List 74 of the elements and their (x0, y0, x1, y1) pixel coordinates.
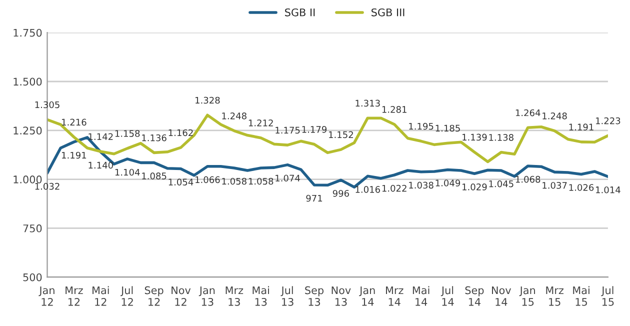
data-label: 1.162 (168, 129, 193, 136)
data-label: 1.158 (115, 130, 140, 137)
data-label: 1.045 (489, 180, 514, 188)
x-tick-label: Jul 13 (280, 286, 294, 306)
data-label: 1.104 (115, 168, 140, 176)
x-tick-label: Mai 15 (573, 286, 590, 306)
legend-label: SGB III (372, 8, 404, 16)
x-tick-label: Sep 13 (305, 286, 324, 306)
data-label: 1.022 (382, 184, 406, 192)
data-label: 1.032 (35, 182, 60, 190)
data-label: 1.068 (516, 176, 540, 183)
data-label: 1.037 (542, 182, 567, 189)
data-label: 1.140 (88, 162, 113, 169)
data-label: 1.054 (168, 178, 194, 186)
x-tick-label: Mai 14 (412, 286, 430, 306)
x-tick-label: Mrz 15 (546, 286, 564, 306)
data-label: 1.305 (35, 101, 60, 108)
x-tick-label: Mrz 12 (66, 286, 83, 306)
x-tick-label: Jan 12 (38, 286, 54, 306)
x-tick-label: Jul 15 (601, 286, 614, 306)
x-tick-label: Jul 12 (120, 286, 133, 306)
legend-label: SGB II (285, 8, 315, 16)
x-tick-label: Jan 13 (198, 286, 215, 306)
x-tick-label: Sep 12 (144, 286, 164, 306)
x-tick-label: Jul 14 (440, 286, 454, 306)
data-label: 1.029 (462, 184, 487, 190)
x-tick-label: Jan 14 (359, 286, 375, 306)
data-label: 1.049 (436, 180, 460, 186)
data-label: 1.026 (569, 184, 594, 191)
data-label: 1.328 (196, 96, 220, 104)
x-tick-label: Mrz 14 (386, 286, 404, 306)
data-label: 1.136 (142, 134, 166, 142)
x-tick-label: Mrz 13 (226, 286, 244, 306)
data-label: 1.074 (276, 174, 300, 182)
data-label: 1.058 (248, 178, 274, 185)
y-tick-label: 750 (23, 224, 42, 232)
data-label: 1.223 (596, 117, 620, 124)
data-label: 971 (306, 194, 322, 202)
x-tick-label: Mai 12 (92, 286, 109, 306)
y-tick-label: 1.500 (14, 78, 42, 86)
data-label: 1.175 (276, 126, 300, 134)
data-label: 1.179 (302, 126, 327, 133)
data-label: 1.195 (409, 122, 434, 130)
data-label: 1.191 (62, 152, 86, 159)
data-label: 1.212 (248, 120, 273, 126)
x-tick-label: Jan 15 (519, 286, 535, 306)
data-label: 1.191 (569, 124, 594, 130)
x-tick-label: Mai 13 (252, 286, 270, 306)
y-tick-label: 1.000 (14, 176, 42, 184)
data-label: 1.085 (142, 172, 166, 180)
data-label: 1.038 (409, 182, 434, 189)
data-label: 1.138 (489, 134, 514, 141)
x-tick-label: Nov 12 (172, 286, 191, 306)
data-label: 1.152 (329, 131, 353, 138)
data-label: 1.185 (436, 124, 460, 132)
data-label: 1.016 (356, 186, 380, 193)
data-label: 1.216 (62, 118, 86, 126)
data-label: 1.066 (196, 176, 220, 184)
data-label: 1.014 (596, 186, 620, 194)
data-label: 1.264 (516, 109, 540, 116)
x-tick-label: Nov 14 (492, 286, 512, 306)
x-tick-label: Nov 13 (332, 286, 351, 306)
data-label: 1.248 (222, 112, 246, 120)
data-label: 1.281 (382, 106, 406, 113)
data-label: 996 (332, 190, 349, 197)
data-label: 1.142 (88, 133, 113, 140)
x-tick-label: Sep 14 (465, 286, 484, 306)
y-tick-label: 1.250 (14, 126, 42, 135)
y-tick-label: 500 (23, 273, 42, 282)
data-label: 1.139 (462, 134, 487, 141)
data-label: 1.313 (356, 100, 380, 107)
data-label: 1.058 (222, 178, 246, 185)
data-label: 1.248 (542, 112, 567, 120)
y-tick-label: 1.750 (14, 28, 42, 37)
